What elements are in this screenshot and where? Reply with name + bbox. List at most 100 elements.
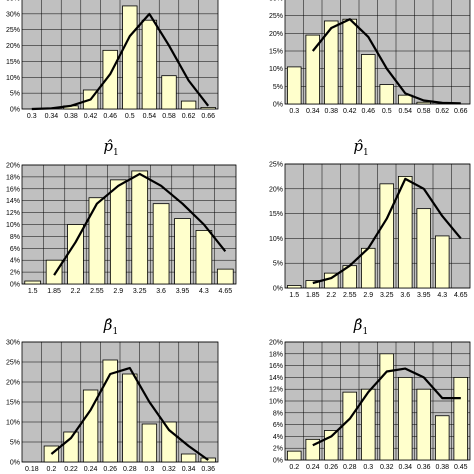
x-tick-label: 2.2	[71, 288, 81, 295]
bar	[416, 388, 431, 461]
y-tick-label: 10%	[6, 75, 20, 82]
y-tick-label: 8%	[10, 234, 20, 241]
x-tick-label: 1.85	[306, 292, 320, 299]
x-tick-label: 0.34	[398, 464, 412, 471]
y-tick-label: 30%	[269, 0, 283, 3]
y-tick-label: 0%	[10, 282, 20, 289]
axis-caption: p̂1	[103, 137, 118, 158]
y-tick-label: 15%	[269, 211, 283, 218]
bar	[216, 268, 234, 285]
bar	[131, 170, 149, 285]
y-tick-label: 4%	[273, 434, 283, 441]
x-tick-label: 2.55	[90, 288, 104, 295]
caption-subscript: 1	[362, 327, 368, 337]
chart-panel-4: 0% 5% 10% 15% 20% 25% 1.5 1.85 2.2 2.55 2.9 3.25 3.6…	[269, 162, 471, 299]
chart-panel-5: 0% 5% 10% 15% 20% 25% 30% 0.18 0.2 0.22 0.24 0.26 0.…	[6, 340, 219, 473]
bar	[305, 34, 320, 105]
y-tick-label: 14%	[269, 375, 283, 382]
x-tick-label: 0.3	[289, 108, 299, 115]
density-line	[53, 172, 227, 276]
x-tick-label: 0.2	[47, 466, 57, 473]
y-tick-label: 15%	[6, 59, 20, 66]
x-tick-label: 3.25	[133, 288, 147, 295]
density-line	[31, 12, 210, 111]
x-tick-label: 2.2	[326, 292, 336, 299]
y-tick-label: 25%	[269, 13, 283, 20]
caption-symbol: β̂	[353, 316, 363, 334]
x-tick-label: 3.95	[176, 288, 190, 295]
y-tick-label: 18%	[269, 351, 283, 358]
bar	[63, 431, 79, 463]
y-tick-label: 8%	[273, 410, 283, 417]
density-line	[311, 18, 461, 105]
x-tick-label: 0.42	[84, 113, 98, 120]
x-tick-label: 0.58	[417, 108, 431, 115]
bar	[102, 359, 118, 463]
x-tick-label: 0.26	[103, 466, 117, 473]
y-tick-label: 35%	[6, 0, 20, 3]
bar	[88, 197, 106, 285]
y-tick-label: 5%	[10, 440, 20, 447]
caption-symbol: p̂	[353, 137, 363, 155]
x-tick-label: 0.24	[84, 466, 98, 473]
x-tick-label: 2.55	[343, 292, 357, 299]
x-tick-label: 3.95	[417, 292, 431, 299]
y-tick-label: 20%	[269, 31, 283, 38]
bar	[453, 376, 468, 461]
bar	[398, 94, 413, 105]
x-tick-label: 0.3	[145, 466, 155, 473]
x-tick-label: 0.54	[398, 108, 412, 115]
density-line	[50, 366, 209, 461]
chart-panel-6: 0% 2% 4% 6% 8% 10% 12% 14% 16% 18% 20% 0.2 0.24 0.26 0…	[269, 340, 471, 471]
x-tick-label: 4.65	[218, 288, 232, 295]
x-tick-label: 3.25	[380, 292, 394, 299]
bar	[379, 84, 394, 105]
y-tick-label: 20%	[269, 186, 283, 193]
x-tick-label: 0.34	[182, 466, 196, 473]
x-tick-label: 0.58	[162, 113, 176, 120]
bar	[435, 415, 450, 461]
x-tick-label: 0.2	[289, 464, 299, 471]
density-line	[312, 367, 461, 447]
bar	[152, 203, 170, 285]
x-tick-label: 0.22	[64, 466, 78, 473]
y-tick-label: 0%	[273, 286, 283, 293]
y-tick-label: 0%	[10, 107, 20, 114]
chart-panel-1: 0% 5% 10% 15% 20% 25% 30% 35% 0.3 0.34 0.38 0.42 0.4…	[6, 0, 219, 120]
x-tick-label: 0.3	[27, 113, 37, 120]
bar	[416, 101, 431, 105]
x-tick-label: 0.46	[103, 113, 117, 120]
x-tick-label: 0.42	[343, 108, 357, 115]
x-tick-label: 0.28	[343, 464, 357, 471]
y-tick-label: 2%	[10, 270, 20, 277]
y-tick-label: 10%	[6, 420, 20, 427]
chart-panel-3: 0% 2% 4% 6% 8% 10% 12% 14% 16% 18% 20% 1.5 1.85 2.2 2.…	[6, 163, 237, 295]
y-tick-label: 25%	[6, 360, 20, 367]
x-tick-label: 0.34	[45, 113, 59, 120]
x-tick-label: 0.45	[454, 464, 468, 471]
y-tick-label: 16%	[6, 186, 20, 193]
y-tick-label: 16%	[269, 363, 283, 370]
x-tick-label: 0.62	[182, 113, 196, 120]
x-tick-label: 1.85	[47, 288, 61, 295]
y-tick-label: 6%	[10, 246, 20, 253]
bar	[109, 179, 127, 285]
y-tick-label: 10%	[269, 399, 283, 406]
y-tick-label: 25%	[6, 27, 20, 34]
caption-symbol: β̂	[103, 316, 113, 334]
bar	[122, 373, 138, 463]
bar	[342, 18, 357, 105]
bar	[180, 453, 197, 463]
y-tick-label: 15%	[6, 400, 20, 407]
density-line	[312, 177, 462, 285]
x-tick-label: 4.3	[199, 288, 209, 295]
y-tick-label: 25%	[269, 162, 283, 169]
x-tick-label: 0.18	[25, 466, 39, 473]
bar	[161, 75, 177, 110]
bar	[287, 66, 302, 105]
x-tick-label: 2.9	[113, 288, 123, 295]
x-tick-label: 3.6	[156, 288, 166, 295]
y-tick-label: 18%	[6, 174, 20, 181]
caption-symbol: p̂	[103, 137, 113, 155]
